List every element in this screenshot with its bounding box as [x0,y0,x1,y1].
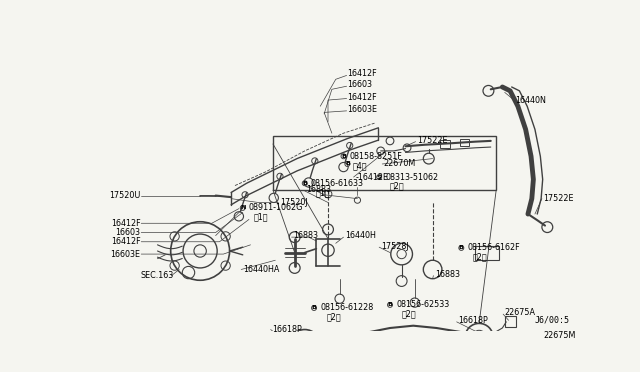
Text: 16603: 16603 [348,80,372,89]
Text: 16412F: 16412F [348,70,377,78]
Text: 08158-8251F: 08158-8251F [349,152,403,161]
Bar [505,317,516,327]
Text: B: B [388,302,392,307]
Text: B: B [345,161,350,167]
Text: 16440N: 16440N [516,96,547,105]
Text: 16883: 16883 [307,185,332,194]
Text: 16603E: 16603E [348,105,378,114]
Text: 〈2〉: 〈2〉 [473,253,488,262]
Text: 〈2〉: 〈2〉 [402,310,416,319]
Text: J6/00:5: J6/00:5 [535,316,570,325]
Text: 16618P: 16618P [272,325,302,334]
Text: 08156-6162F: 08156-6162F [467,243,520,253]
Text: 〈1〉: 〈1〉 [253,213,268,222]
Bar [440,140,450,148]
Text: N: N [240,205,245,211]
Text: 16440H: 16440H [345,231,376,240]
Text: SEC.163: SEC.163 [140,271,173,280]
Text: 17520J: 17520J [280,198,308,207]
Text: 16618P: 16618P [458,316,488,325]
Text: 〈2〉: 〈2〉 [390,181,404,190]
Bar [476,246,499,260]
Text: 16412F: 16412F [348,93,377,102]
Bar [460,139,469,146]
Text: 08156-61228: 08156-61228 [320,304,374,312]
Text: 16412F: 16412F [111,237,140,246]
Bar [273,136,496,190]
Text: 16603E: 16603E [111,250,140,259]
Text: B: B [341,154,346,159]
Text: 17528J: 17528J [381,242,408,251]
Text: 16412F: 16412F [111,219,140,228]
Text: B: B [302,181,307,186]
Text: 08911-1062G: 08911-1062G [249,203,303,212]
Text: 08156-61633: 08156-61633 [311,179,364,188]
Text: 16883: 16883 [293,231,318,240]
Text: 08313-51062: 08313-51062 [385,173,438,182]
Text: S: S [377,174,381,180]
Text: B: B [459,246,464,250]
Text: 08156-62533: 08156-62533 [396,301,449,310]
Text: B: B [312,305,317,311]
Text: 22675M: 22675M [543,331,576,340]
Text: 22675A: 22675A [505,308,536,317]
Text: -16412E: -16412E [355,173,388,182]
Text: 22670M: 22670M [384,160,416,169]
Text: 16440HA: 16440HA [243,265,279,274]
Text: 16603: 16603 [115,228,140,237]
Text: 〈1〉: 〈1〉 [316,188,330,197]
Text: 17522E: 17522E [417,137,447,145]
Text: 〈4〉: 〈4〉 [353,162,367,171]
Text: 〈2〉: 〈2〉 [326,313,341,322]
Text: 17522E: 17522E [543,194,574,203]
Text: 17520U: 17520U [109,191,140,200]
Text: 16883: 16883 [435,270,460,279]
